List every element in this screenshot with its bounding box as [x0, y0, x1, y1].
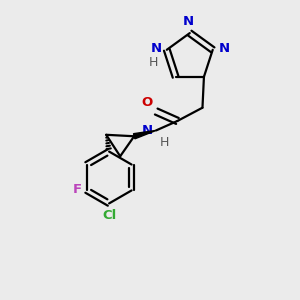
Text: H: H: [148, 56, 158, 69]
Text: F: F: [73, 183, 82, 196]
Text: N: N: [183, 15, 194, 28]
Text: N: N: [219, 42, 230, 55]
Text: H: H: [160, 136, 169, 149]
Text: Cl: Cl: [102, 209, 116, 222]
Text: N: N: [142, 124, 153, 137]
Text: O: O: [142, 96, 153, 109]
Polygon shape: [134, 130, 156, 139]
Text: N: N: [150, 42, 161, 55]
